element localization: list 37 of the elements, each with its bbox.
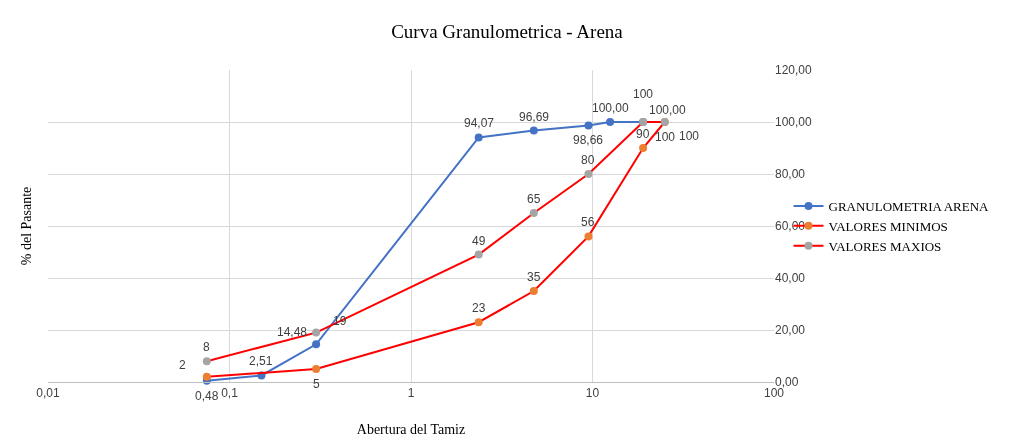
data-label: 98,66 xyxy=(573,133,604,147)
data-label: 49 xyxy=(472,234,486,248)
y-tick-label: 40,00 xyxy=(775,271,806,286)
x-tick-label: 1 xyxy=(407,386,415,401)
data-label: 96,69 xyxy=(519,110,550,124)
data-label: 65 xyxy=(527,192,541,206)
x-axis-title: Abertura del Tamiz xyxy=(356,422,466,437)
data-label: 5 xyxy=(313,377,320,391)
data-label: 23 xyxy=(472,301,486,315)
data-label: 80 xyxy=(581,153,595,167)
data-label: 0,48 xyxy=(195,389,219,403)
legend-label: VALORES MAXIOS xyxy=(828,238,942,254)
data-label: 94,07 xyxy=(464,116,495,130)
y-tick-label: 100,00 xyxy=(775,115,813,130)
legend-label: VALORES MINIMOS xyxy=(828,218,948,234)
y-tick-label: 80,00 xyxy=(775,167,806,182)
data-label: 100,00 xyxy=(649,103,687,117)
data-label: 90 xyxy=(636,127,650,141)
data-label: 2 xyxy=(179,358,186,372)
y-tick-label: 20,00 xyxy=(775,323,806,338)
data-label: 100,00 xyxy=(592,101,630,115)
chart-title: Curva Granulometrica - Arena xyxy=(391,20,624,42)
legend-label: GRANULOMETRIA ARENA xyxy=(828,199,990,215)
x-tick-label: 0,1 xyxy=(221,386,239,401)
y-tick-label: 60,00 xyxy=(775,219,806,234)
data-label: 100 xyxy=(679,129,700,143)
x-tick-label: 0,01 xyxy=(36,386,60,401)
y-tick-label: 120,00 xyxy=(775,63,813,78)
data-label: 100 xyxy=(655,130,676,144)
data-label: 56 xyxy=(581,215,595,229)
data-label: 35 xyxy=(527,270,541,284)
data-label: 2,51 xyxy=(249,354,273,368)
y-axis-title: % del Pasante xyxy=(19,186,35,266)
data-label: 100 xyxy=(633,87,654,101)
data-label: 8 xyxy=(203,340,210,354)
data-label: 14,48 xyxy=(277,325,308,339)
x-tick-label: 10 xyxy=(585,386,600,401)
